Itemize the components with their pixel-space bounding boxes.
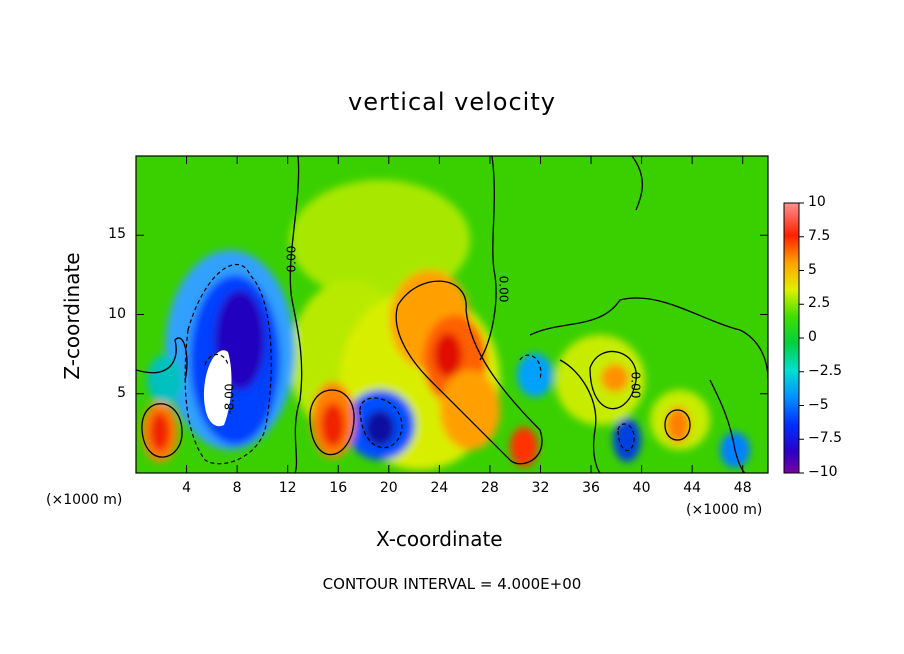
x-tick-label: 36 — [582, 480, 600, 496]
plot-frame-ticks — [136, 156, 804, 474]
contour-label: 0.00 — [284, 245, 299, 273]
y-tick-label: 5 — [117, 384, 126, 401]
colorbar — [783, 202, 800, 474]
y-tick-label: 15 — [108, 226, 126, 243]
x-axis-label: X-coordinate — [376, 527, 503, 551]
contour-label: 0.00 — [628, 371, 643, 399]
colorbar-tick-label: 10 — [808, 194, 826, 210]
colorbar-tick-label: 5 — [808, 261, 817, 278]
contour-label: -8.00 — [222, 383, 237, 415]
x-unit-label-right: (×1000 m) — [686, 502, 763, 518]
plot-field — [136, 156, 768, 473]
y-tick-label: 10 — [108, 305, 126, 322]
x-tick-label: 20 — [379, 480, 398, 496]
x-tick-label: 32 — [531, 480, 550, 496]
x-tick-label: 24 — [430, 480, 449, 496]
contour-lines — [136, 156, 768, 473]
chart-title: vertical velocity — [348, 88, 556, 116]
x-tick-label: 48 — [733, 480, 752, 496]
x-tick-label: 40 — [632, 480, 651, 496]
x-tick-label: 44 — [683, 480, 702, 496]
x-tick-label: 28 — [480, 480, 499, 496]
colorbar-tick-label: −2.5 — [808, 362, 842, 379]
x-tick-label: 16 — [329, 480, 348, 496]
colorbar-tick-label: 7.5 — [808, 227, 831, 244]
contour-label: 0.00 — [496, 275, 511, 303]
x-tick-label: 12 — [278, 480, 297, 496]
colorbar-tick-label: 0 — [808, 329, 817, 345]
colorbar-tick-label: −10 — [808, 464, 838, 480]
contour-interval-text: CONTOUR INTERVAL = 4.000E+00 — [322, 575, 582, 593]
y-axis-label: Z-coordinate — [60, 252, 84, 380]
x-tick-label: 8 — [232, 480, 242, 496]
negative-contour-lines — [184, 264, 635, 465]
colorbar-tick-label: −7.5 — [808, 430, 842, 447]
colorbar-tick-label: 2.5 — [808, 295, 831, 312]
x-unit-label-left: (×1000 m) — [46, 492, 123, 508]
colorbar-tick-label: −5 — [808, 396, 829, 413]
x-tick-label: 4 — [182, 480, 192, 496]
off-scale-region — [203, 350, 232, 427]
